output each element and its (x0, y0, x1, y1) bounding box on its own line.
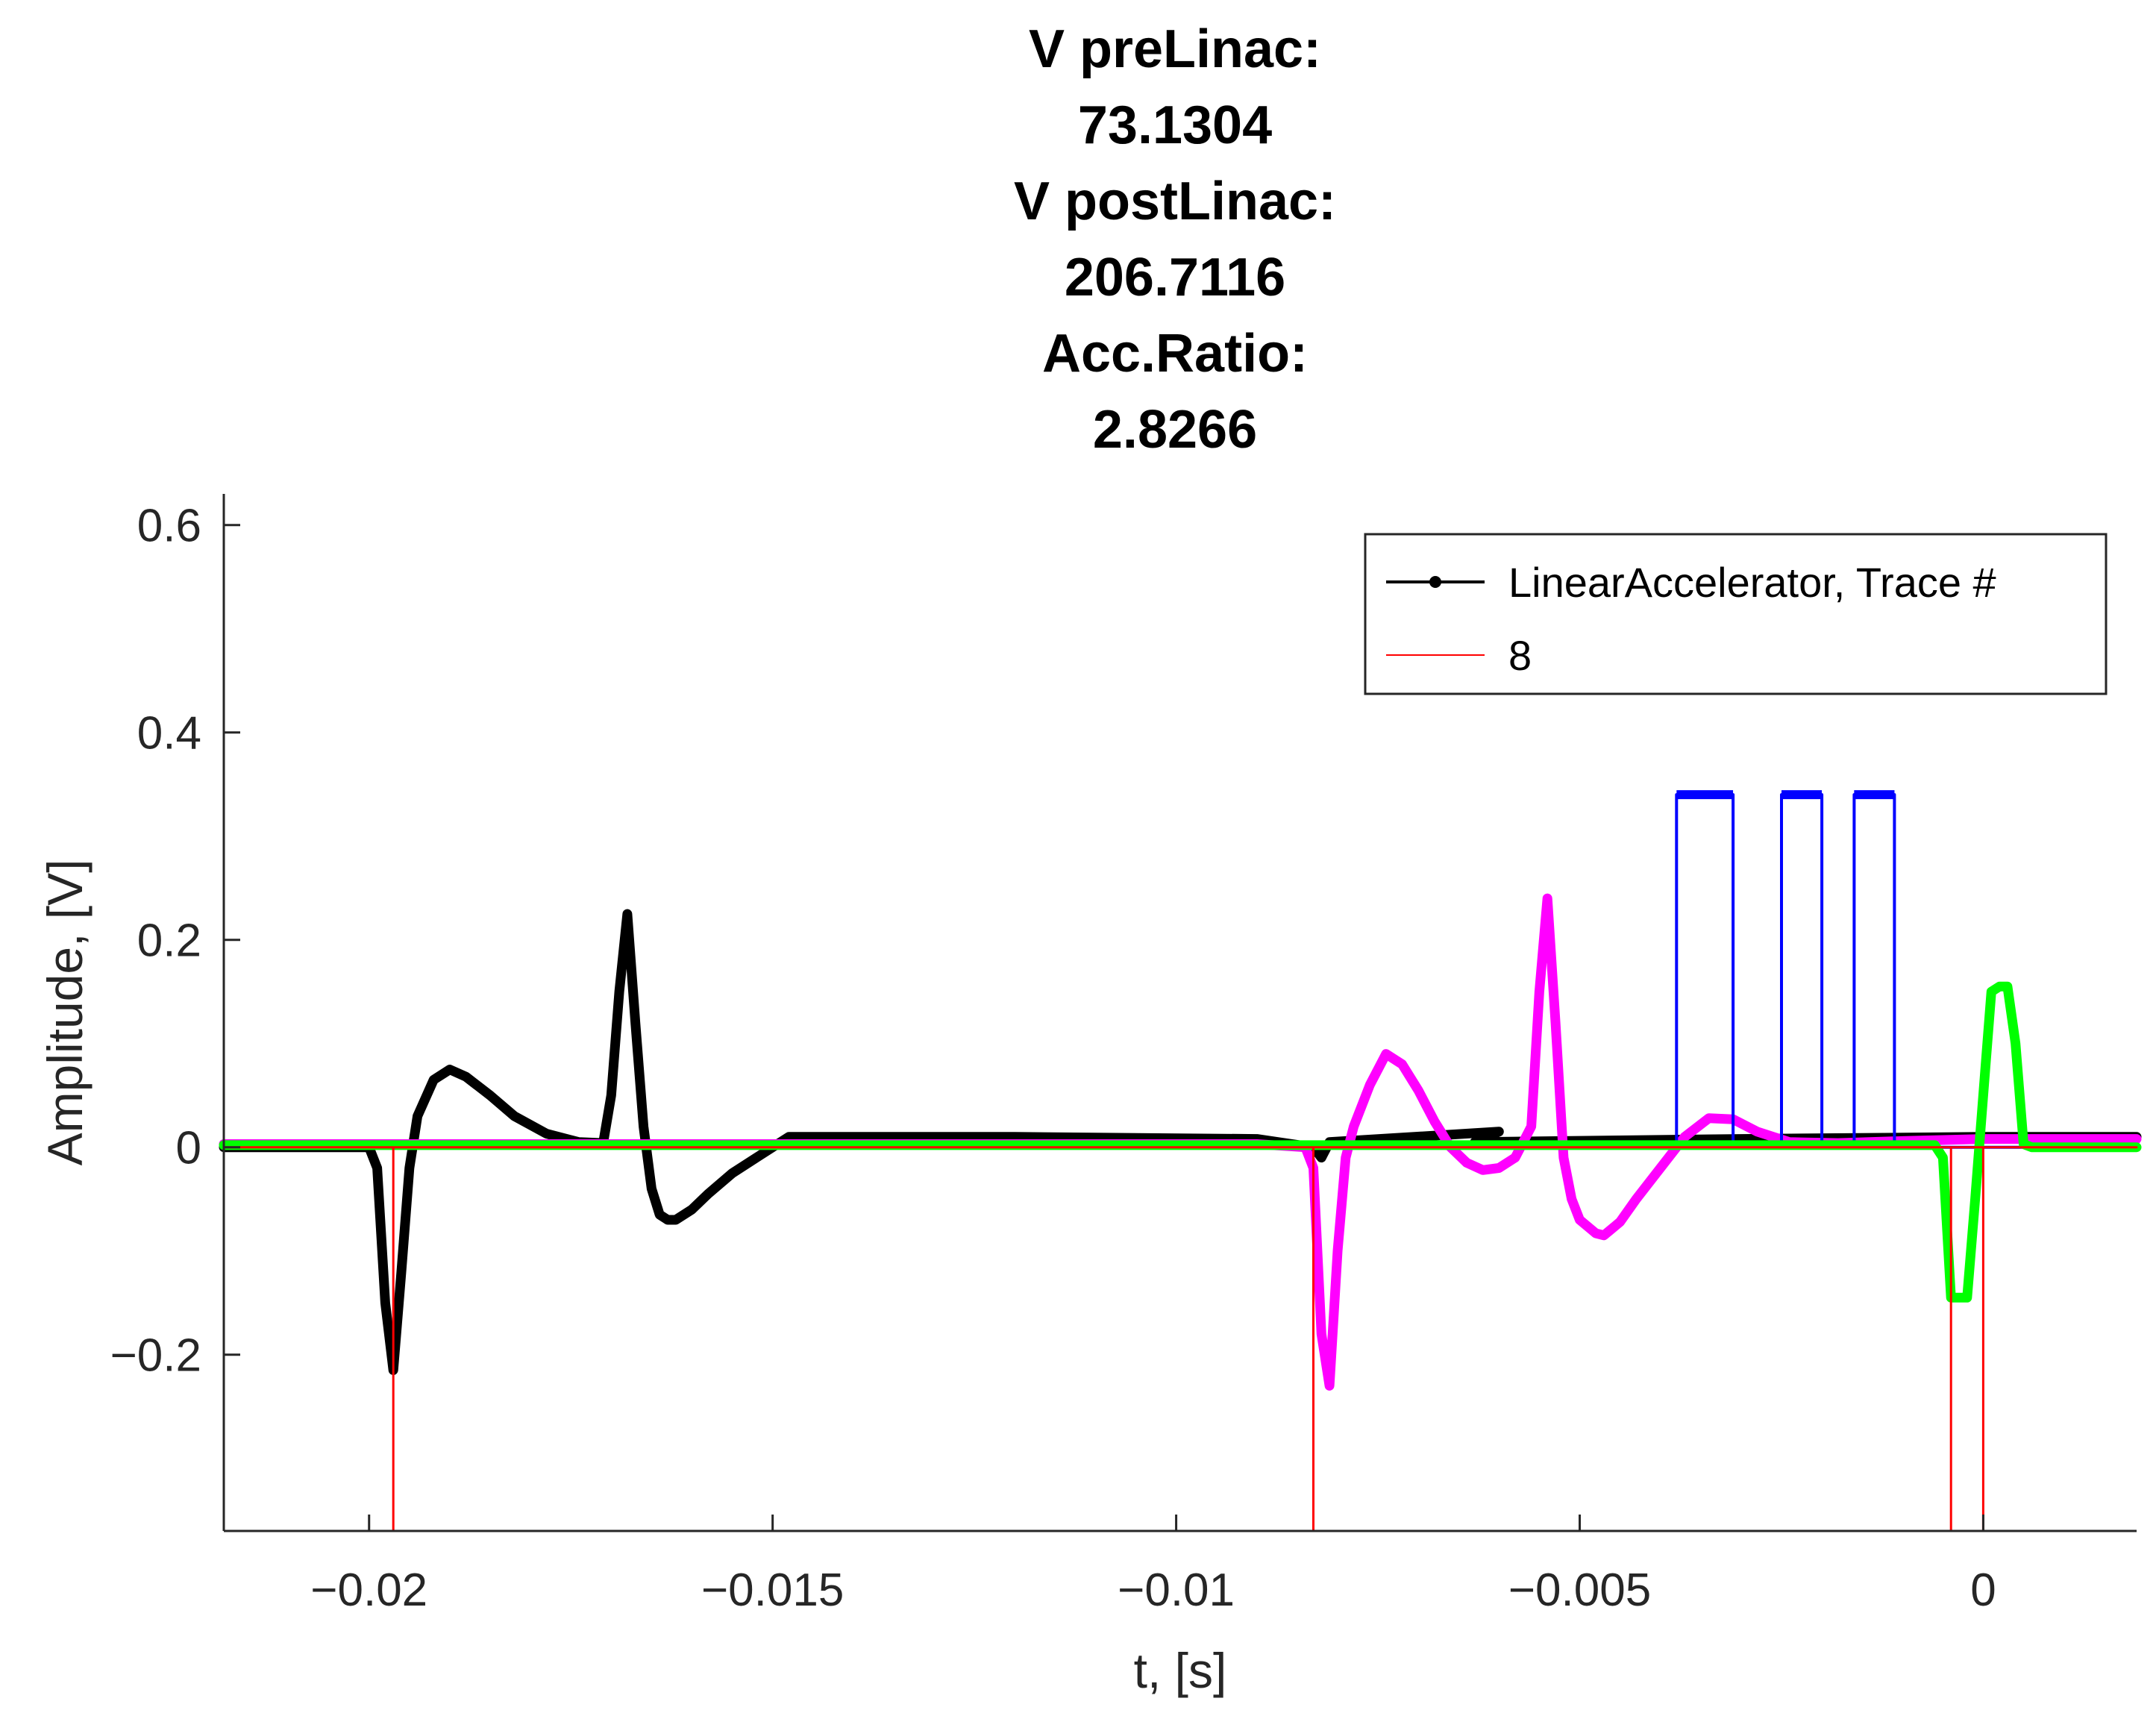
series-line-5 (222, 1146, 2138, 1532)
series-layer (219, 790, 2142, 1532)
x-tick-label: 0 (1970, 1565, 1996, 1616)
x-tick-label: −0.005 (1508, 1565, 1651, 1616)
legend-label-linear-accelerator: LinearAccelerator, Trace # (1508, 559, 1996, 606)
legend-label-trace-8: 8 (1508, 632, 1532, 679)
chart-title: V preLinac: 73.1304 V postLinac: 206.711… (1014, 19, 1336, 460)
y-tick-label: 0.6 (137, 501, 201, 552)
legend-marker-linear-accelerator (1429, 576, 1441, 588)
title-line-4: 206.7116 (1065, 248, 1285, 307)
ticks-layer: −0.02 −0.015 −0.01 −0.005 0 −0.2 0 0.2 0.4 0.6 (110, 501, 1996, 1616)
series-line-2 (219, 893, 2142, 1391)
series-line-4 (219, 981, 2142, 1303)
y-tick-label: 0 (176, 1123, 201, 1174)
title-line-3: V postLinac: (1014, 172, 1336, 231)
legend: LinearAccelerator, Trace # 8 (1364, 533, 2108, 695)
y-axis-label: Amplitude, [V] (37, 859, 93, 1166)
x-axis-label: t, [s] (1134, 1643, 1227, 1698)
title-line-1: V preLinac: (1029, 19, 1321, 79)
plot-area: −0.02 −0.015 −0.01 −0.005 0 −0.2 0 0.2 0.4 0.6 (110, 494, 2142, 1616)
legend-box (1364, 533, 2108, 695)
y-tick-label: 0.4 (137, 708, 201, 760)
title-line-2: 73.1304 (1078, 95, 1272, 155)
title-line-5: Acc.Ratio: (1042, 324, 1308, 383)
x-tick-label: −0.01 (1118, 1565, 1235, 1616)
x-tick-label: −0.015 (701, 1565, 844, 1616)
title-line-6: 2.8266 (1093, 400, 1257, 460)
y-tick-label: −0.2 (110, 1330, 201, 1382)
x-tick-label: −0.02 (310, 1565, 427, 1616)
y-tick-label: 0.2 (137, 915, 201, 967)
